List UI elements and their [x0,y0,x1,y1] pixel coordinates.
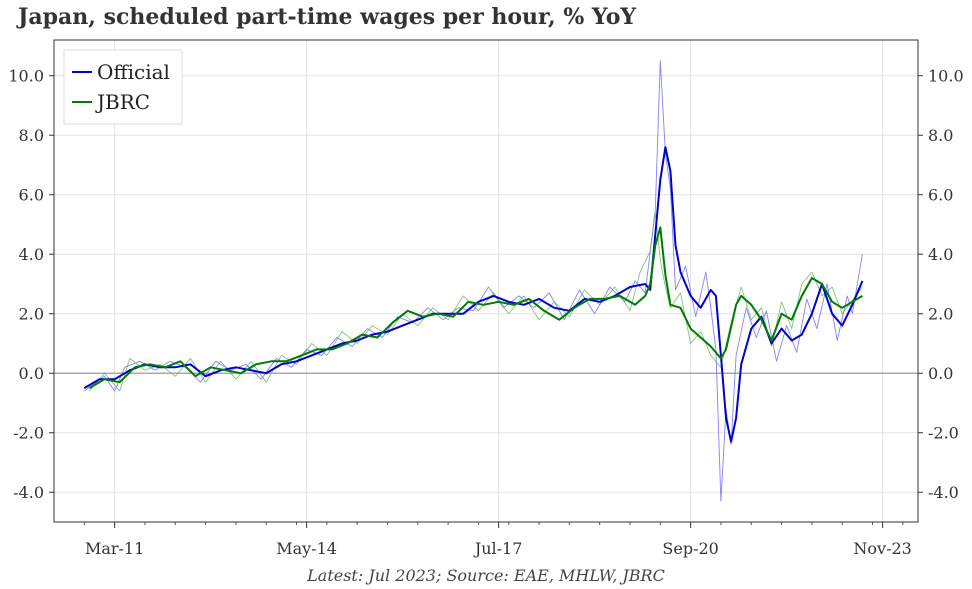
y-tick-label-left: -2.0 [13,424,44,443]
y-tick-label-left: 2.0 [19,305,44,324]
source-footnote: Latest: Jul 2023; Source: EAE, MHLW, JBR… [307,566,665,585]
y-tick-label-left: 8.0 [19,126,44,145]
y-tick-label-left: 6.0 [19,186,44,205]
y-tick-label-right: 4.0 [928,245,953,264]
chart-title: Japan, scheduled part-time wages per hou… [18,4,637,30]
legend-label-official: Official [97,60,170,84]
series-line-jbrc [88,226,863,389]
x-tick-label: May-14 [276,539,337,558]
legend: Official JBRC [63,49,183,125]
y-tick-label-right: -2.0 [928,424,959,443]
legend-label-jbrc: JBRC [95,90,150,114]
y-tick-label-right: 0.0 [928,364,953,383]
x-tick-label: Nov-23 [853,539,911,558]
y-tick-label-left: 0.0 [19,364,44,383]
y-tick-label-right: -4.0 [928,483,959,502]
y-tick-label-right: 6.0 [928,186,953,205]
axes: -4.0 -4.0 -2.0 -2.0 0.0 0.0 2.0 2.0 4.0 4.0 6.0 6.0… [8,67,963,558]
y-tick-label-right: 10.0 [928,67,964,86]
y-tick-label-left: 10.0 [8,67,44,86]
y-tick-label-right: 8.0 [928,126,953,145]
series-layer [83,60,864,502]
legend-box [63,49,183,125]
series-line-raw-2 [84,60,863,502]
series-line-official [83,146,864,443]
plot-frame [53,39,919,523]
x-tick-label: Mar-11 [85,539,144,558]
y-tick-label-left: 4.0 [19,245,44,264]
x-tick-label: Sep-20 [662,539,718,558]
series-line-raw-3 [89,212,863,392]
y-tick-label-right: 2.0 [928,305,953,324]
x-tick-label: Jul-17 [473,539,523,558]
grid-lines [54,40,918,522]
y-tick-label-left: -4.0 [13,483,44,502]
